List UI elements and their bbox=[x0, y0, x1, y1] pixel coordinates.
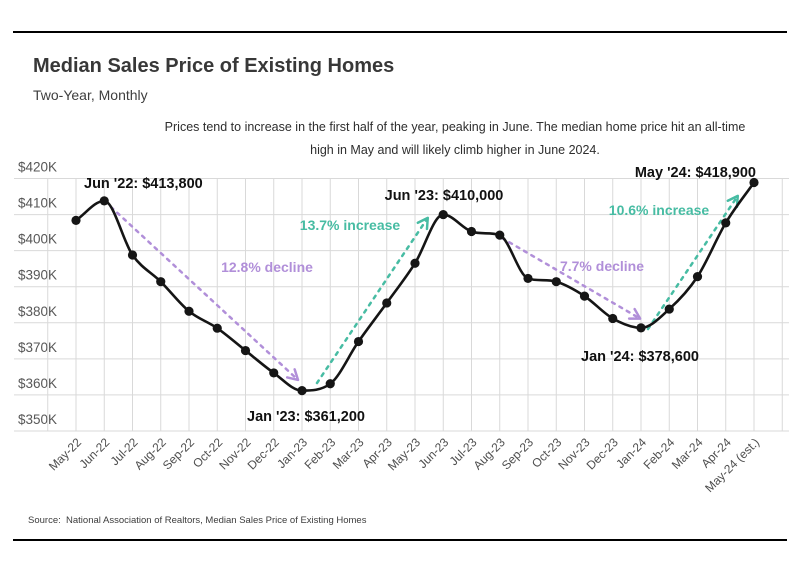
data-point-Sep-23 bbox=[523, 273, 533, 284]
trend-label: 7.7% decline bbox=[560, 258, 644, 274]
bottom-rule bbox=[13, 539, 787, 541]
y-axis-label: $370K bbox=[18, 340, 57, 355]
data-point-May-23 bbox=[410, 258, 420, 268]
data-point-Jan-24 bbox=[636, 323, 646, 333]
data-point-Aug-23 bbox=[495, 230, 505, 240]
y-axis-label: $380K bbox=[18, 304, 57, 319]
data-point-Oct-22 bbox=[212, 323, 222, 333]
data-point-Jul-23 bbox=[466, 226, 477, 237]
x-axis-label: Mar-23 bbox=[330, 435, 367, 472]
data-point-Apr-24 bbox=[721, 218, 731, 228]
x-axis-label: Dec-22 bbox=[245, 435, 282, 472]
x-axis-label: Sep-22 bbox=[160, 435, 197, 472]
y-axis-label: $360K bbox=[18, 376, 57, 391]
data-point-Jul-22 bbox=[127, 250, 138, 260]
x-axis-label: Jun-23 bbox=[416, 435, 452, 471]
data-point-Nov-22 bbox=[240, 345, 251, 356]
chart-subtitle: Two-Year, Monthly bbox=[33, 87, 148, 103]
value-callout: Jun '23: $410,000 bbox=[385, 188, 504, 204]
data-point-Aug-22 bbox=[156, 277, 166, 287]
trend-label: 10.6% increase bbox=[609, 202, 710, 218]
trend-label: 13.7% increase bbox=[300, 217, 401, 233]
data-point-Jun-23 bbox=[438, 209, 448, 220]
data-point-Nov-23 bbox=[579, 291, 590, 301]
x-axis-label: Jun-22 bbox=[77, 435, 113, 471]
data-point-Feb-24 bbox=[664, 304, 674, 314]
data-point-Dec-22 bbox=[269, 368, 279, 378]
trend-arrow-jan24-to-may24-increase bbox=[646, 194, 740, 331]
data-point-Oct-23 bbox=[551, 277, 561, 287]
y-axis-label: $410K bbox=[18, 196, 57, 211]
value-callout: Jun '22: $413,800 bbox=[84, 176, 203, 192]
source-note: Source: National Association of Realtors… bbox=[28, 515, 367, 526]
data-point-Jun-22 bbox=[99, 196, 109, 206]
data-point-Mar-23 bbox=[353, 336, 364, 347]
x-axis-label: Mar-24 bbox=[669, 435, 706, 472]
value-callout: Jan '23: $361,200 bbox=[247, 409, 365, 425]
data-point-Sep-22 bbox=[184, 306, 194, 316]
data-point-Apr-23 bbox=[382, 298, 392, 308]
y-axis-label: $350K bbox=[18, 412, 57, 427]
data-point-Jan-23 bbox=[297, 386, 307, 396]
annotation-line-1: Prices tend to increase in the first hal… bbox=[164, 120, 746, 134]
data-point-Dec-23 bbox=[608, 313, 618, 324]
y-axis-label: $400K bbox=[18, 232, 57, 247]
y-axis-label: $420K bbox=[18, 160, 57, 175]
value-callout: May '24: $418,900 bbox=[635, 165, 756, 181]
y-axis-label: $390K bbox=[18, 268, 57, 283]
x-axis-label: May-22 bbox=[46, 435, 84, 473]
trend-arrow-jun22-to-jan23-decline bbox=[109, 205, 300, 382]
x-axis-label: Dec-23 bbox=[584, 435, 621, 472]
chart-annotation: Prices tend to increase in the first hal… bbox=[110, 116, 800, 162]
x-axis-label: Sep-23 bbox=[499, 435, 536, 472]
data-point-May-24 (est.) bbox=[749, 177, 759, 188]
annotation-line-2: high in May and will likely climb higher… bbox=[310, 143, 600, 157]
data-point-May-22 bbox=[71, 215, 81, 225]
value-callout: Jan '24: $378,600 bbox=[581, 349, 699, 365]
trend-label: 12.8% decline bbox=[221, 259, 313, 275]
x-axis-label: May-23 bbox=[385, 435, 423, 473]
trend-arrow-aug23-to-jan24-decline bbox=[500, 236, 642, 320]
data-point-Feb-23 bbox=[325, 379, 335, 389]
chart-title: Median Sales Price of Existing Homes bbox=[33, 55, 395, 77]
trend-arrow-jan23-to-jun23-increase bbox=[315, 216, 430, 385]
data-point-Mar-24 bbox=[692, 272, 703, 282]
top-rule bbox=[13, 31, 787, 33]
